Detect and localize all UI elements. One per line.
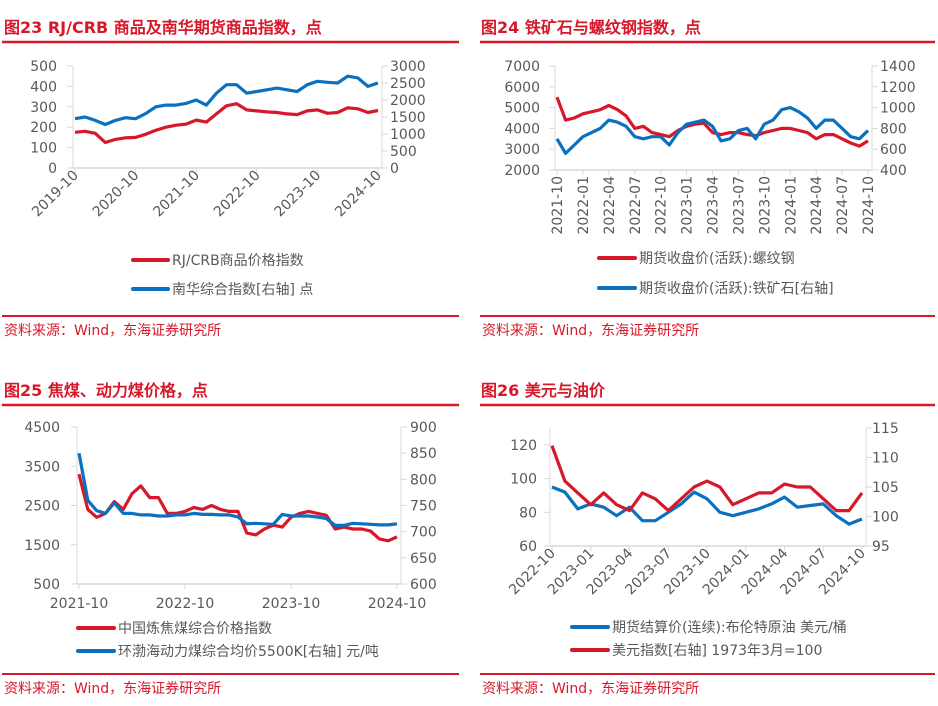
x-axis-tick-label: 2022-10	[654, 176, 670, 235]
legend-label: 美元指数[右轴] 1973年3月=100	[612, 643, 822, 659]
series-line-right-axis	[74, 74, 379, 127]
right-axis-tick-label: 650	[410, 551, 437, 567]
left-axis-tick-label: 500	[30, 59, 57, 75]
right-axis-tick-label: 400	[880, 163, 907, 179]
legend-label: 期货结算价(连续):布伦特原油 美元/桶	[612, 619, 847, 636]
left-axis-tick-label: 5000	[504, 101, 540, 117]
chart-title: 图23 RJ/CRB 商品及南华期货商品指数，点	[4, 18, 322, 37]
right-axis-tick-label: 750	[410, 499, 437, 515]
left-axis-tick-label: 60	[519, 539, 537, 555]
left-axis-tick-label: 200	[30, 120, 57, 136]
chart-title: 图24 铁矿石与螺纹钢指数，点	[481, 18, 701, 37]
left-axis-tick-label: 3000	[504, 142, 540, 158]
x-axis-tick-label: 2022-10	[211, 168, 264, 221]
left-axis-tick-label: 100	[510, 472, 537, 488]
x-axis-tick-label: 2024-01	[783, 176, 799, 235]
left-axis-tick-label: 120	[510, 438, 537, 454]
right-axis-tick-label: 800	[410, 472, 437, 488]
right-axis-tick-label: 105	[872, 480, 899, 496]
series-line-left-axis	[555, 96, 869, 148]
left-axis-tick-label: 100	[30, 141, 57, 157]
right-axis-tick-label: 600	[880, 142, 907, 158]
right-axis-tick-label: 700	[410, 525, 437, 541]
right-axis-tick-label: 500	[390, 144, 417, 160]
right-axis-tick-label: 800	[880, 121, 907, 137]
left-axis-tick-label: 400	[30, 79, 57, 95]
legend-label: 期货收盘价(活跃):螺纹钢	[639, 250, 795, 267]
right-axis-tick-label: 1000	[880, 101, 916, 117]
right-axis-tick-label: 2000	[390, 93, 426, 109]
x-axis-tick-label: 2022-01	[576, 176, 592, 235]
x-axis-tick-label: 2024-10	[332, 168, 385, 221]
x-axis-tick-label: 2022-10	[156, 596, 215, 612]
left-axis-tick-label: 2000	[504, 163, 540, 179]
right-axis-tick-label: 1400	[880, 59, 916, 75]
chart-fig23: 图23 RJ/CRB 商品及南华期货商品指数，点资料来源：Wind，东海证券研究…	[2, 18, 459, 339]
x-axis-tick-label: 2023-01	[680, 176, 696, 235]
left-axis-tick-label: 4000	[504, 121, 540, 137]
right-axis-tick-label: 600	[410, 577, 437, 593]
legend-label: 期货收盘价(活跃):铁矿石[右轴]	[639, 280, 834, 297]
series-line-left-axis	[551, 485, 863, 526]
x-axis-tick-label: 2024-10	[368, 596, 427, 612]
right-axis-tick-label: 110	[872, 451, 899, 467]
source-note: 资料来源：Wind，东海证券研究所	[4, 681, 221, 697]
legend-label: 中国炼焦煤综合价格指数	[118, 621, 272, 637]
right-axis-tick-label: 2500	[390, 76, 426, 92]
left-axis-tick-label: 500	[33, 577, 60, 593]
legend-label: RJ/CRB商品价格指数	[172, 253, 304, 269]
left-axis-tick-label: 80	[519, 505, 537, 521]
x-axis-tick-label: 2023-10	[262, 596, 321, 612]
series-line-right-axis	[555, 106, 870, 155]
series-line-left-axis	[77, 473, 398, 543]
x-axis-tick-label: 2023-10	[272, 168, 325, 221]
x-axis-tick-label: 2024-04	[809, 176, 825, 235]
chart-title: 图25 焦煤、动力煤价格，点	[4, 381, 208, 400]
right-axis-tick-label: 850	[410, 446, 437, 462]
source-note: 资料来源：Wind，东海证券研究所	[4, 323, 221, 339]
right-axis-tick-label: 1000	[390, 127, 426, 143]
right-axis-tick-label: 1200	[880, 80, 916, 96]
left-axis-tick-label: 6000	[504, 80, 540, 96]
x-axis-tick-label: 2021-10	[150, 168, 203, 221]
legend-label: 南华综合指数[右轴] 点	[172, 282, 313, 298]
legend-label: 环渤海动力煤综合均价5500K[右轴] 元/吨	[118, 644, 379, 660]
left-axis-tick-label: 2500	[24, 499, 60, 515]
x-axis-tick-label: 2021-10	[550, 176, 566, 235]
series-line-left-axis	[74, 102, 379, 145]
right-axis-tick-label: 1500	[390, 110, 426, 126]
left-axis-tick-label: 0	[48, 161, 57, 177]
left-axis-tick-label: 4500	[24, 420, 60, 436]
x-axis-tick-label: 2023-04	[706, 176, 722, 235]
left-axis-tick-label: 7000	[504, 59, 540, 75]
right-axis-tick-label: 115	[872, 421, 899, 437]
left-axis-tick-label: 3500	[24, 459, 60, 475]
x-axis-tick-label: 2023-07	[731, 176, 747, 235]
right-axis-tick-label: 3000	[390, 59, 426, 75]
chart-title: 图26 美元与油价	[481, 381, 606, 400]
source-note: 资料来源：Wind，东海证券研究所	[482, 681, 699, 697]
x-axis-tick-label: 2022-07	[628, 176, 644, 235]
right-axis-tick-label: 95	[872, 539, 890, 555]
x-axis-tick-label: 2023-10	[757, 176, 773, 235]
x-axis-tick-label: 2022-04	[602, 176, 618, 235]
x-axis-tick-label: 2024-07	[835, 176, 851, 235]
right-axis-tick-label: 900	[410, 420, 437, 436]
series-line-right-axis	[550, 445, 864, 513]
left-axis-tick-label: 300	[30, 100, 57, 116]
left-axis-tick-label: 1500	[24, 538, 60, 554]
right-axis-tick-label: 0	[390, 161, 399, 177]
right-axis-tick-label: 100	[872, 510, 899, 526]
series-line-right-axis	[77, 452, 398, 527]
source-note: 资料来源：Wind，东海证券研究所	[482, 323, 699, 339]
x-axis-tick-label: 2021-10	[50, 596, 109, 612]
x-axis-tick-label: 2024-10	[861, 176, 877, 235]
x-axis-tick-label: 2020-10	[90, 168, 143, 221]
